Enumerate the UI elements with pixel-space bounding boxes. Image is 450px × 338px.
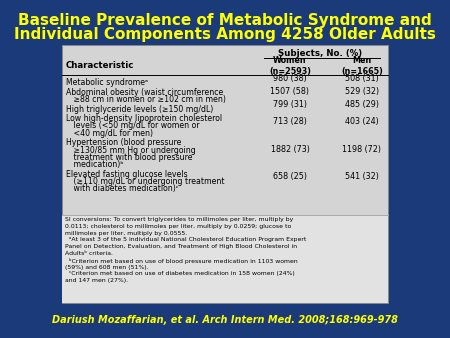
Text: <40 mg/dL for men): <40 mg/dL for men) — [66, 129, 153, 138]
Text: 1882 (73): 1882 (73) — [270, 145, 310, 154]
Text: Hypertension (blood pressure: Hypertension (blood pressure — [66, 138, 181, 147]
Text: Characteristic: Characteristic — [66, 62, 135, 71]
Text: 0.0113; cholesterol to millimoles per liter, multiply by 0.0259; glucose to: 0.0113; cholesterol to millimoles per li… — [65, 224, 291, 229]
Text: ᶜCriterion met based on use of diabetes medication in 158 women (24%): ᶜCriterion met based on use of diabetes … — [65, 271, 295, 276]
Text: ᵃAt least 3 of the 5 individual National Cholesterol Education Program Expert: ᵃAt least 3 of the 5 individual National… — [65, 237, 306, 242]
Text: (59%) and 608 men (51%).: (59%) and 608 men (51%). — [65, 265, 148, 270]
Text: Men
(n=1665): Men (n=1665) — [341, 56, 383, 76]
Text: (≥110 mg/dL or undergoing treatment: (≥110 mg/dL or undergoing treatment — [66, 177, 225, 186]
Text: 799 (31): 799 (31) — [273, 100, 307, 109]
Text: 485 (29): 485 (29) — [345, 100, 379, 109]
Text: Elevated fasting glucose levels: Elevated fasting glucose levels — [66, 170, 188, 179]
Text: Dariush Mozaffarian, et al. Arch Intern Med. 2008;168:969-978: Dariush Mozaffarian, et al. Arch Intern … — [52, 315, 398, 325]
Text: and 147 men (27%).: and 147 men (27%). — [65, 278, 128, 283]
Text: Low high-density lipoprotein cholesterol: Low high-density lipoprotein cholesterol — [66, 114, 222, 123]
Text: millimoles per liter, multiply by 0.0555.: millimoles per liter, multiply by 0.0555… — [65, 231, 187, 236]
Text: 1198 (72): 1198 (72) — [342, 145, 382, 154]
Text: with diabetes medication)ᶜ: with diabetes medication)ᶜ — [66, 184, 179, 193]
Text: High triglyceride levels (≥150 mg/dL): High triglyceride levels (≥150 mg/dL) — [66, 104, 213, 114]
Text: Adultsᵇ criteria.: Adultsᵇ criteria. — [65, 251, 113, 256]
Text: ᵇCriterion met based on use of blood pressure medication in 1103 women: ᵇCriterion met based on use of blood pre… — [65, 258, 298, 264]
Text: 508 (31): 508 (31) — [345, 73, 379, 82]
FancyBboxPatch shape — [62, 215, 388, 303]
Text: levels (<50 mg/dL for women or: levels (<50 mg/dL for women or — [66, 121, 199, 130]
Text: Abdominal obesity (waist circumference: Abdominal obesity (waist circumference — [66, 88, 223, 97]
Text: 658 (25): 658 (25) — [273, 172, 307, 182]
Text: 980 (38): 980 (38) — [273, 73, 307, 82]
Text: Baseline Prevalence of Metabolic Syndrome and: Baseline Prevalence of Metabolic Syndrom… — [18, 13, 432, 27]
FancyBboxPatch shape — [62, 45, 388, 303]
Text: SI conversions: To convert triglycerides to millimoles per liter, multiply by: SI conversions: To convert triglycerides… — [65, 217, 293, 222]
Text: ≥88 cm in women or ≥102 cm in men): ≥88 cm in women or ≥102 cm in men) — [66, 95, 226, 104]
Text: 1507 (58): 1507 (58) — [270, 87, 310, 96]
Text: 403 (24): 403 (24) — [345, 117, 379, 126]
Text: Metabolic syndromeᵃ: Metabolic syndromeᵃ — [66, 78, 148, 87]
Text: ≥130/85 mm Hg or undergoing: ≥130/85 mm Hg or undergoing — [66, 146, 196, 154]
Text: Women
(n=2593): Women (n=2593) — [269, 56, 311, 76]
Text: Subjects, No. (%): Subjects, No. (%) — [278, 48, 362, 57]
Text: treatment with blood pressure: treatment with blood pressure — [66, 153, 193, 162]
Text: 529 (32): 529 (32) — [345, 87, 379, 96]
Text: 541 (32): 541 (32) — [345, 172, 379, 182]
Text: 713 (28): 713 (28) — [273, 117, 307, 126]
Text: medication)ᵇ: medication)ᵇ — [66, 160, 124, 169]
Text: Individual Components Among 4258 Older Adults: Individual Components Among 4258 Older A… — [14, 26, 436, 42]
Text: Panel on Detection, Evaluation, and Treatment of High Blood Cholesterol in: Panel on Detection, Evaluation, and Trea… — [65, 244, 297, 249]
